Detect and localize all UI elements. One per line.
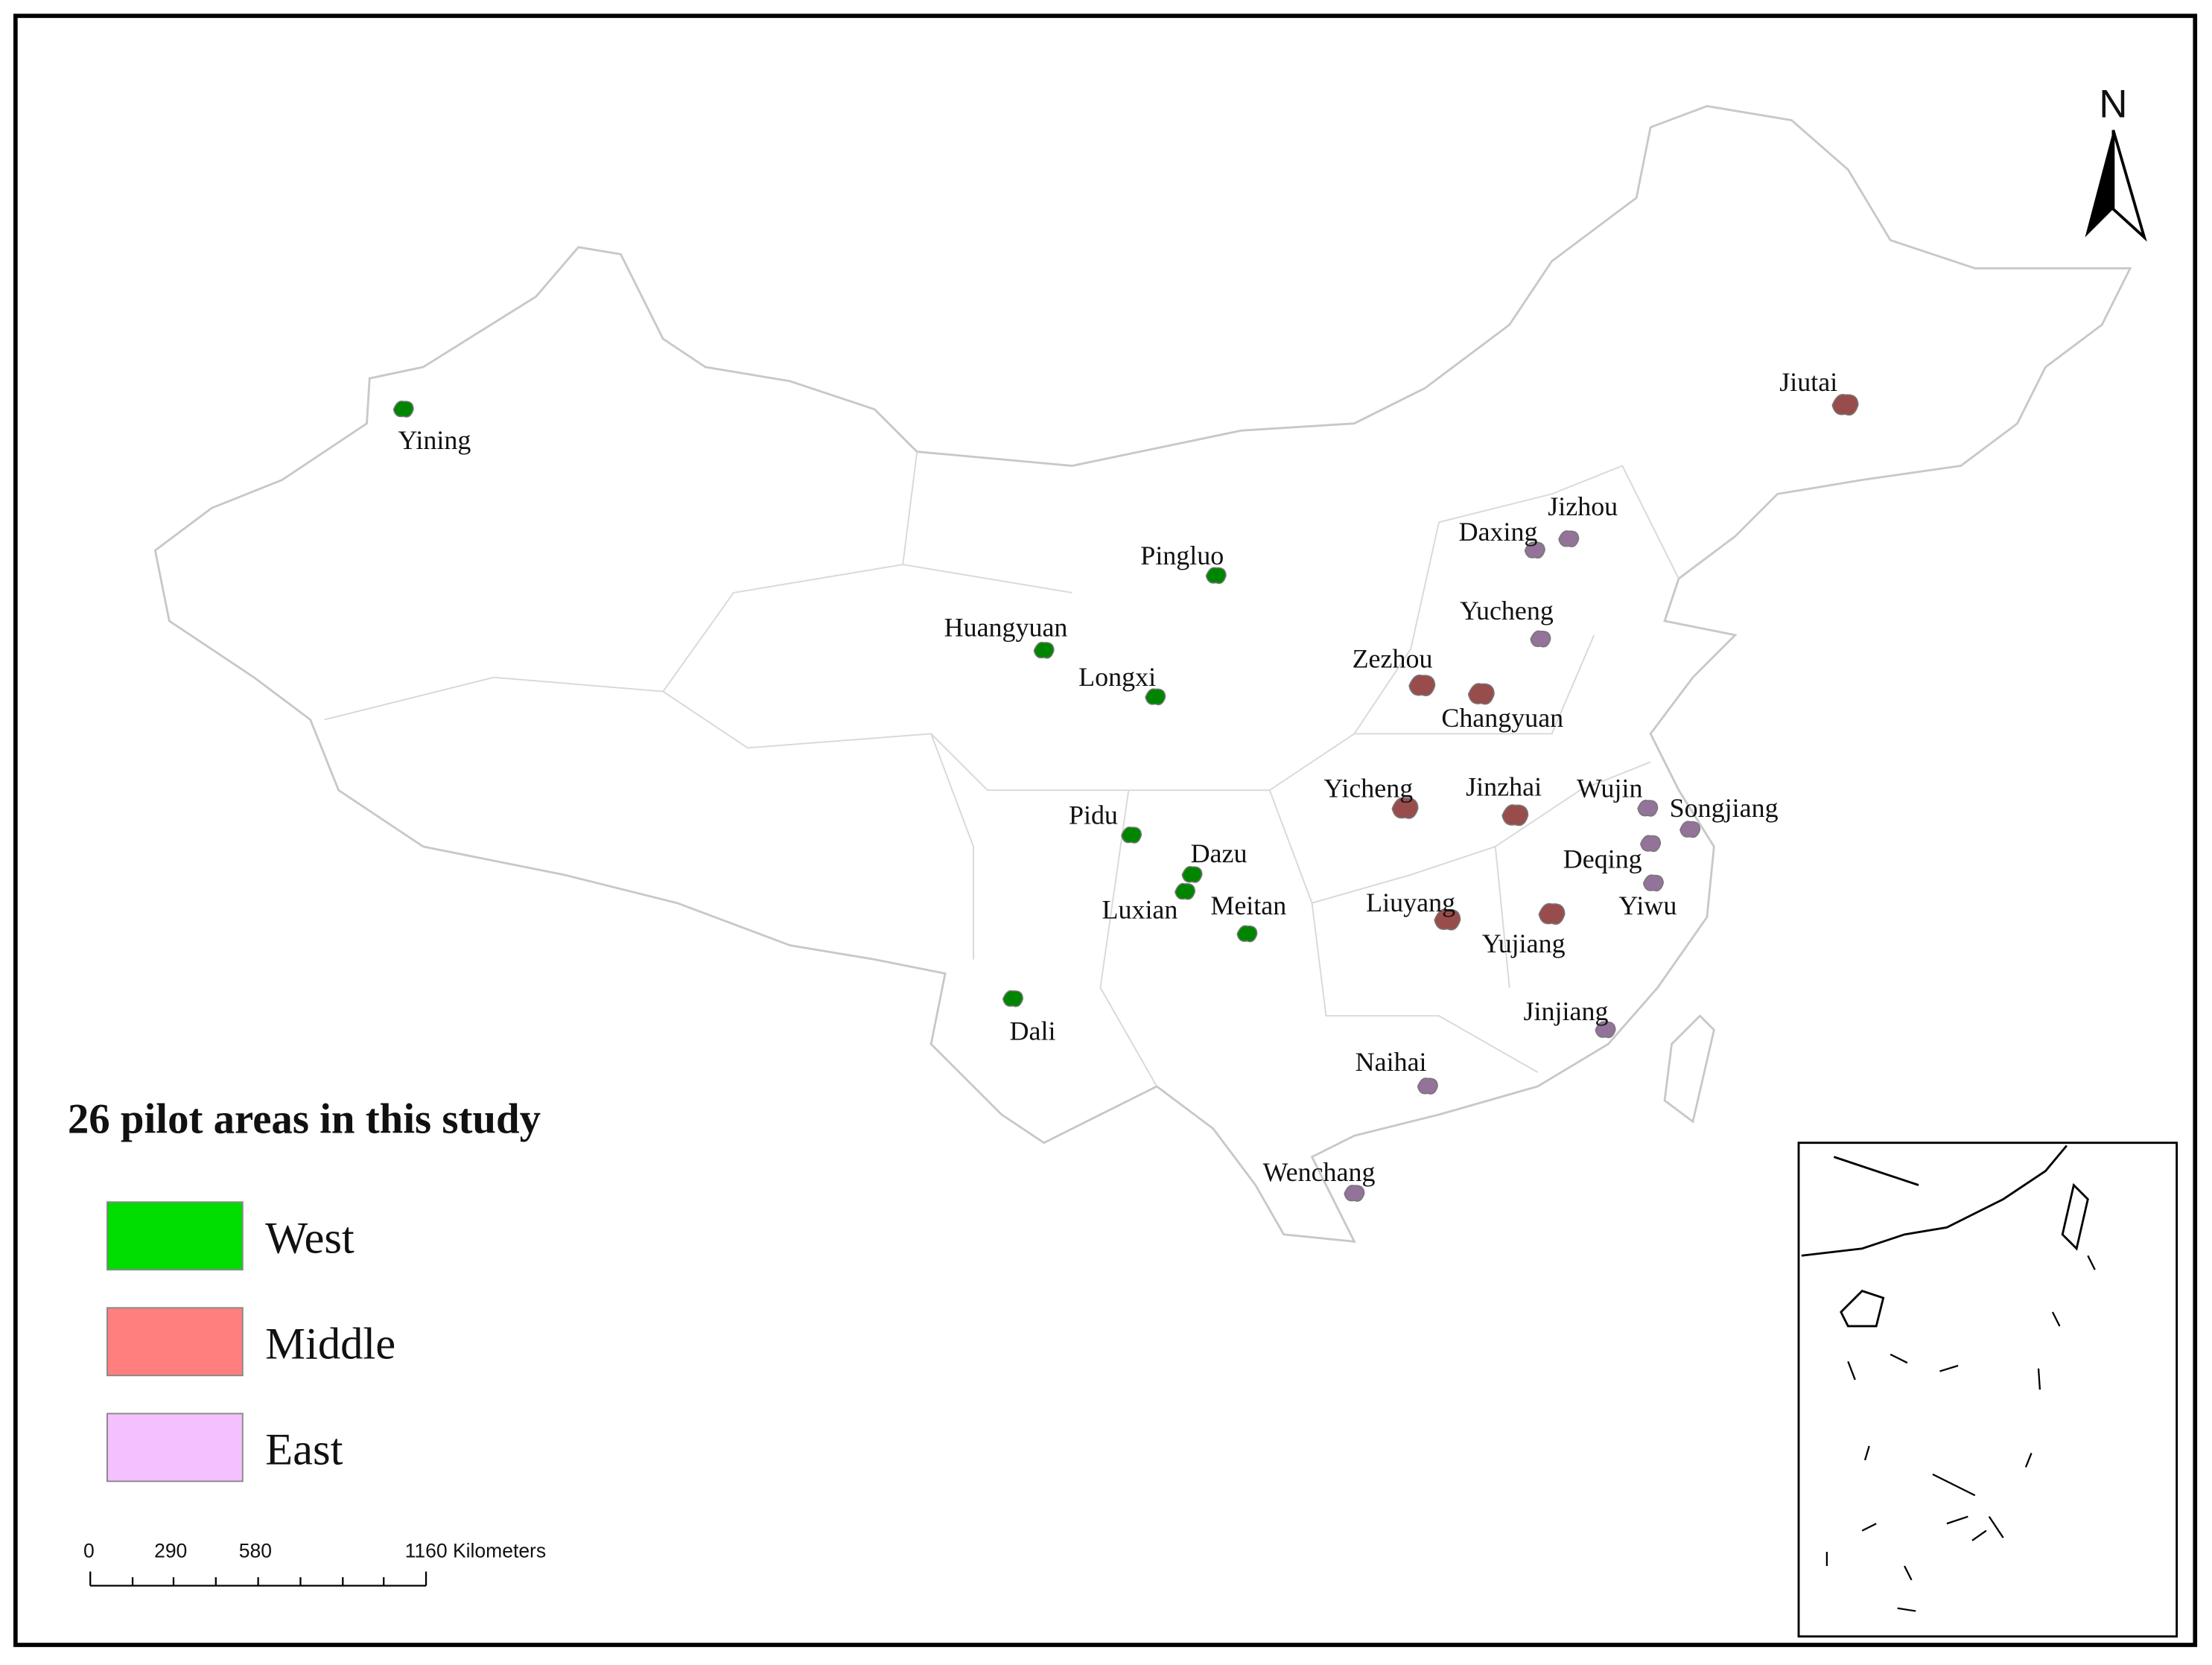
area-label: Liuyang: [1366, 888, 1455, 917]
legend-label: East: [265, 1425, 343, 1475]
pilot-area: [1417, 1077, 1438, 1095]
pilot-area: [1524, 541, 1545, 559]
legend-swatch: [107, 1413, 244, 1483]
pilot-area: [1391, 797, 1419, 819]
scale-line: [89, 1571, 428, 1587]
area-label: Pingluo: [1140, 541, 1224, 570]
scale-label: 0: [83, 1540, 95, 1562]
area-label: Yining: [398, 425, 471, 455]
pilot-area: [1831, 393, 1859, 416]
legend: West Middle East: [107, 1201, 395, 1483]
pilot-area: [1121, 827, 1142, 844]
area-label: Jiutai: [1779, 367, 1837, 397]
area-label: Yicheng: [1323, 774, 1413, 803]
scale-bar: 0 290 580 1160 Kilometers: [83, 1540, 547, 1587]
area-label: Deqing: [1563, 844, 1642, 873]
area-label: Huangyuan: [944, 613, 1068, 643]
north-arrow-right: [2111, 130, 2147, 242]
pilot-area: [1434, 908, 1461, 931]
area-label: Longxi: [1078, 662, 1156, 692]
scale-label: 1160 Kilometers: [405, 1540, 547, 1562]
area-label: Jinjiang: [1524, 996, 1609, 1026]
pilot-area: [1558, 530, 1580, 547]
area-label: Wenchang: [1263, 1157, 1376, 1187]
area-label: Jizhou: [1548, 491, 1618, 521]
pilot-area: [1530, 630, 1551, 648]
legend-title: 26 pilot areas in this study: [68, 1095, 541, 1142]
area-label: Naihai: [1356, 1047, 1427, 1077]
pilot-area: [1640, 835, 1662, 853]
area-label: Meitan: [1210, 891, 1286, 920]
area-label: Zezhou: [1353, 643, 1433, 673]
inset-frame: [1797, 1142, 2178, 1638]
pilot-area: [1642, 874, 1664, 892]
area-label: Pidu: [1069, 800, 1118, 830]
area-label: Wujin: [1577, 774, 1642, 803]
legend-swatch: [107, 1307, 244, 1377]
area-label: Yujiang: [1482, 929, 1566, 958]
pilot-area: [1595, 1021, 1616, 1039]
province-lines: [324, 451, 1679, 1087]
pilot-area: [1181, 866, 1203, 883]
pilot-area: [1501, 804, 1529, 827]
inset-coast: [1801, 1145, 2089, 1328]
china-outline: [153, 105, 2132, 1243]
pilot-area: [1538, 902, 1566, 925]
pilot-area: [1033, 641, 1055, 659]
area-label: Changyuan: [1441, 703, 1563, 733]
pilot-area: [1205, 567, 1227, 585]
area-label: Yucheng: [1460, 596, 1554, 625]
scale-label: 290: [154, 1540, 187, 1562]
area-label: Daxing: [1459, 517, 1538, 547]
area-label: Jinzhai: [1466, 772, 1542, 802]
legend-label: Middle: [265, 1319, 395, 1369]
pilot-area: [1002, 990, 1024, 1007]
pilot-area: [1145, 688, 1166, 706]
legend-label: West: [265, 1213, 355, 1263]
north-label: N: [2099, 83, 2127, 127]
pilot-area: [392, 400, 414, 418]
area-label: Dali: [1010, 1016, 1056, 1045]
pilot-area: [1637, 800, 1659, 817]
area-label: Yiwu: [1618, 891, 1677, 920]
pilot-area: [1679, 821, 1701, 838]
taiwan: [1663, 1014, 1715, 1124]
pilot-area: [1344, 1185, 1365, 1202]
inset-islands: [1825, 1255, 2096, 1612]
pilot-area: [1175, 882, 1196, 900]
pilot-area: [1408, 674, 1436, 697]
pilot-area: [1236, 925, 1258, 943]
area-label: Songjiang: [1670, 793, 1779, 823]
pilot-areas: Yining Pingluo Huangyuan Longxi Pidu Dazu Luxi…: [392, 367, 1859, 1202]
pilot-area: [1467, 683, 1495, 705]
legend-swatch: [107, 1201, 244, 1271]
inset-map: [1797, 1142, 2178, 1638]
area-label: Dazu: [1191, 838, 1248, 868]
area-label: Luxian: [1102, 895, 1178, 925]
scale-label: 580: [239, 1540, 272, 1562]
